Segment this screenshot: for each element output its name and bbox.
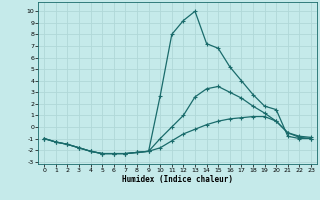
X-axis label: Humidex (Indice chaleur): Humidex (Indice chaleur) [122, 175, 233, 184]
